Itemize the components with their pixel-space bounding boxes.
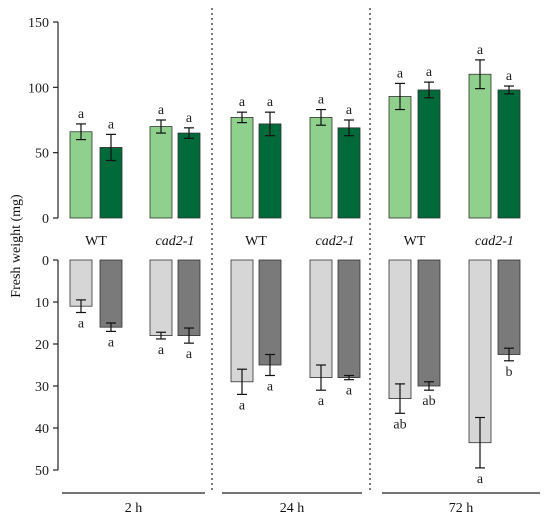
genotype-label: WT — [245, 234, 267, 249]
bottom-significance-label: ab — [422, 394, 435, 409]
bottom-bar — [99, 259, 123, 328]
top-significance-label: a — [477, 43, 484, 58]
genotype-label: cad2-1 — [475, 234, 514, 249]
top-significance-label: a — [318, 93, 325, 108]
top-significance-label: a — [506, 69, 513, 84]
bottom-bar — [309, 259, 333, 378]
top-significance-label: a — [346, 103, 353, 118]
genotype-label: WT — [404, 234, 426, 249]
top-bar — [230, 116, 254, 219]
bottom-tick-label: 50 — [35, 464, 49, 479]
top-tick-label: 50 — [35, 147, 49, 162]
time-point-label: 72 h — [449, 501, 474, 516]
top-bar — [177, 132, 201, 219]
top-tick-label: 100 — [28, 81, 49, 96]
labels-group: 0 50 100 150 0 10 20 30 40 50 Fresh weight (mg) a a a… — [9, 16, 514, 516]
top-bar — [149, 126, 173, 219]
bars-group — [69, 59, 521, 469]
bottom-bar — [417, 259, 441, 387]
bottom-significance-label: a — [267, 380, 274, 395]
bottom-bar — [69, 259, 93, 307]
top-tick-label: 150 — [28, 16, 49, 31]
time-point-label: 2 h — [125, 501, 143, 516]
bottom-significance-label: a — [346, 384, 353, 399]
top-bar — [388, 96, 412, 219]
bottom-bar — [177, 259, 201, 336]
bottom-significance-label: ab — [393, 417, 406, 432]
top-significance-label: a — [108, 117, 115, 132]
genotype-label: WT — [85, 234, 107, 249]
top-bar — [417, 89, 441, 219]
bottom-significance-label: a — [186, 347, 193, 362]
bottom-significance-label: a — [239, 398, 246, 413]
y-axis-title: Fresh weight (mg) — [9, 194, 24, 298]
bottom-bar — [337, 259, 361, 378]
top-bar — [309, 116, 333, 219]
time-point-label: 24 h — [280, 501, 305, 516]
bottom-significance-label: a — [108, 335, 115, 350]
bottom-significance-label: a — [158, 343, 165, 358]
bottom-bar — [230, 259, 254, 383]
bottom-significance-label: a — [78, 317, 85, 332]
bottom-bar — [258, 259, 282, 366]
top-significance-label: a — [78, 107, 85, 122]
bottom-bar — [497, 259, 521, 355]
top-bar — [258, 123, 282, 219]
bottom-bar — [149, 259, 173, 336]
bottom-tick-label: 20 — [35, 338, 49, 353]
bottom-bar — [468, 259, 492, 444]
genotype-label: cad2-1 — [156, 234, 195, 249]
top-bar — [497, 89, 521, 219]
top-significance-label: a — [239, 95, 246, 110]
top-significance-label: a — [267, 95, 274, 110]
top-bar — [468, 73, 492, 219]
bottom-significance-label: b — [506, 365, 513, 380]
bottom-bar — [388, 259, 412, 400]
bottom-tick-label: 40 — [35, 422, 49, 437]
bottom-tick-label: 30 — [35, 380, 49, 395]
top-bar — [337, 127, 361, 219]
top-significance-label: a — [158, 103, 165, 118]
bottom-tick-label: 10 — [35, 296, 49, 311]
top-tick-label: 0 — [42, 212, 49, 227]
top-significance-label: a — [426, 65, 433, 80]
genotype-label: cad2-1 — [316, 234, 355, 249]
top-significance-label: a — [186, 111, 193, 126]
bottom-significance-label: a — [318, 394, 325, 409]
top-significance-label: a — [397, 66, 404, 81]
top-bar — [69, 131, 93, 219]
bottom-significance-label: a — [477, 472, 484, 487]
axes-group — [53, 8, 540, 494]
bottom-tick-label: 0 — [42, 254, 49, 269]
